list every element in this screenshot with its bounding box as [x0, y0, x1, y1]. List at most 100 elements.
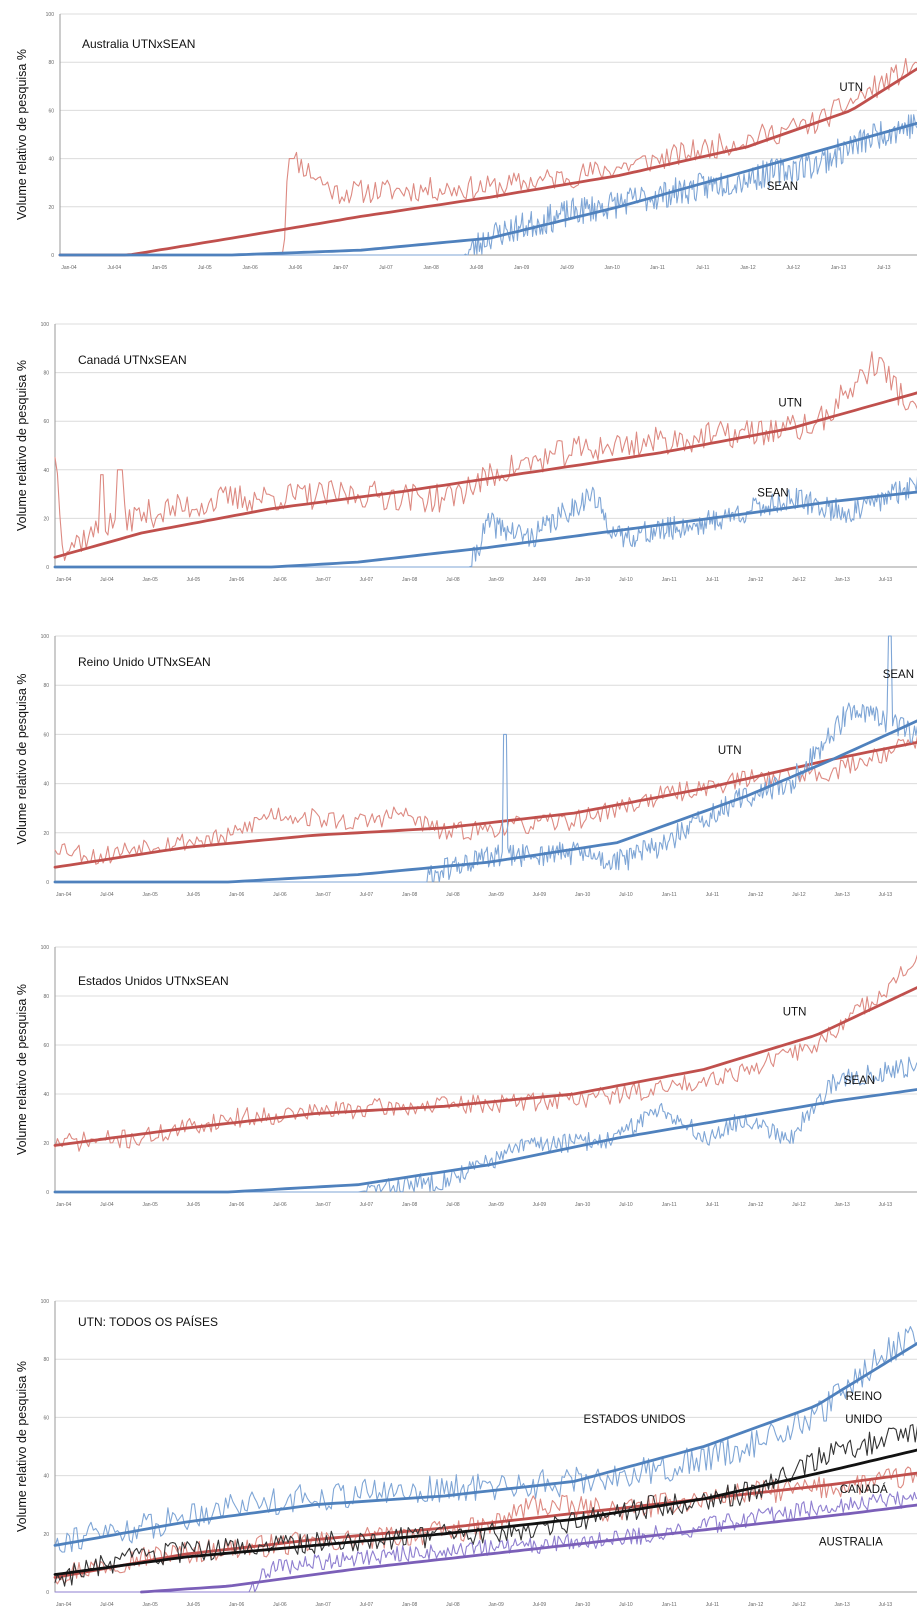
- x-tick-label: Jan-12: [748, 892, 764, 898]
- series-line-utn-trend: [53, 391, 917, 559]
- y-tick-label: 80: [43, 371, 49, 377]
- x-tick-label: Jul-13: [879, 1202, 893, 1208]
- x-tick-label: Jul-06: [273, 1602, 287, 1608]
- x-tick-label: Jul-11: [706, 892, 719, 898]
- x-tick-label: Jul-05: [198, 265, 212, 271]
- x-tick-label: Jan-11: [662, 1602, 677, 1608]
- y-axis-label: Volume relativo de pesquisa %: [15, 360, 29, 531]
- chart-panel-canada: 0 20 40 60 80 100 Jan-04 Jul-04 Jan-05 Jul-05 Jan-…: [0, 312, 917, 602]
- x-tick-label: Jul-13: [877, 265, 891, 271]
- y-tick-label: 20: [43, 1141, 49, 1147]
- y-tick-label: 80: [43, 1357, 49, 1363]
- x-tick-label: Jan-06: [229, 1602, 245, 1608]
- x-tick-label: Jan-05: [143, 892, 159, 898]
- y-tick-label: 20: [48, 205, 54, 211]
- x-tick-label: Jan-12: [748, 1202, 764, 1208]
- x-tick-label: Jan-04: [56, 577, 72, 583]
- y-tick-label: 0: [46, 1590, 49, 1596]
- y-tick-label: 0: [46, 565, 49, 571]
- y-tick-label: 80: [43, 994, 49, 1000]
- x-tick-label: Jan-08: [424, 265, 440, 271]
- x-tick-label: Jan-12: [748, 577, 764, 583]
- series-line-sean-trend: [58, 121, 917, 257]
- x-tick-label: Jan-06: [229, 1202, 245, 1208]
- x-tick-label: Jul-04: [108, 265, 122, 271]
- x-tick-label: Jan-12: [740, 265, 756, 271]
- x-tick-label: Jan-07: [333, 265, 349, 271]
- x-tick-label: Jan-11: [650, 265, 665, 271]
- chart-panel-australia: 0 20 40 60 80 100 Jan-04 Jul-04 Jan-05 Jul-05 Jan-…: [0, 0, 917, 290]
- series-annotation: UTN: [839, 82, 863, 94]
- x-tick-label: Jul-05: [187, 1202, 201, 1208]
- y-tick-label: 0: [46, 880, 49, 886]
- x-tick-label: Jul-13: [879, 1602, 893, 1608]
- series-annotation: SEAN: [767, 181, 798, 193]
- series-line-utn-trend: [53, 986, 917, 1147]
- x-tick-label: Jan-12: [748, 1602, 764, 1608]
- y-tick-label: 60: [48, 108, 54, 114]
- x-tick-label: Jan-04: [61, 265, 77, 271]
- x-tick-label: Jul-05: [187, 1602, 201, 1608]
- series-annotation: SEAN: [844, 1075, 875, 1087]
- x-tick-label: Jan-04: [56, 1202, 72, 1208]
- x-tick-label: Jan-10: [605, 265, 621, 271]
- x-tick-label: Jul-09: [533, 1202, 547, 1208]
- x-tick-label: Jul-11: [706, 1602, 719, 1608]
- series-line-utn: [54, 351, 917, 561]
- x-tick-label: Jan-10: [575, 1602, 591, 1608]
- y-tick-label: 20: [43, 831, 49, 837]
- y-tick-label: 40: [43, 468, 49, 474]
- chart-panel-reino-unido: 0 20 40 60 80 100 Jan-04 Jul-04 Jan-05 Jul-05 Jan-…: [0, 624, 917, 914]
- chart-svg: 0 20 40 60 80 100 Jan-04 Jul-04 Jan-05 Jul-05 Jan-…: [15, 12, 917, 271]
- x-tick-label: Jul-12: [792, 892, 806, 898]
- chart-svg: 0 20 40 60 80 100 Jan-04 Jul-04 Jan-05 Jul-05 Jan-…: [15, 634, 917, 898]
- y-tick-label: 60: [43, 419, 49, 425]
- x-tick-label: Jan-13: [831, 265, 847, 271]
- y-tick-label: 100: [41, 634, 50, 640]
- y-tick-label: 40: [43, 1474, 49, 1480]
- series-annotation: CANADÁ: [840, 1483, 888, 1496]
- x-tick-label: Jul-10: [619, 1202, 633, 1208]
- x-tick-label: Jul-06: [273, 577, 287, 583]
- y-axis-label: Volume relativo de pesquisa %: [15, 984, 29, 1155]
- y-tick-label: 80: [48, 60, 54, 66]
- x-tick-label: Jan-13: [835, 892, 851, 898]
- x-tick-label: Jul-10: [619, 1602, 633, 1608]
- series-annotation: SEAN: [883, 669, 914, 681]
- chart-title: Estados Unidos UTNxSEAN: [78, 974, 229, 988]
- series-line-utn-trend: [58, 67, 917, 257]
- x-tick-label: Jul-07: [360, 892, 374, 898]
- x-tick-label: Jul-06: [273, 1202, 287, 1208]
- x-tick-label: Jan-05: [143, 1202, 159, 1208]
- x-tick-label: Jan-10: [575, 577, 591, 583]
- x-tick-label: Jul-09: [533, 1602, 547, 1608]
- x-tick-label: Jan-07: [316, 892, 332, 898]
- chart-panel-estados-unidos: 0 20 40 60 80 100 Jan-04 Jul-04 Jan-05 Jul-05 Jan-…: [0, 935, 917, 1225]
- y-tick-label: 40: [43, 1092, 49, 1098]
- x-tick-label: Jan-08: [402, 577, 418, 583]
- x-tick-label: Jan-05: [143, 1602, 159, 1608]
- y-tick-label: 60: [43, 1415, 49, 1421]
- series-annotation: UTN: [718, 745, 742, 757]
- series-line-reino-unido: [54, 1424, 917, 1587]
- x-tick-label: Jul-04: [100, 1202, 114, 1208]
- x-tick-label: Jan-07: [316, 1202, 332, 1208]
- x-tick-label: Jan-04: [56, 1602, 72, 1608]
- series-line-utn: [54, 954, 917, 1152]
- series-line-utn: [59, 57, 917, 256]
- y-tick-label: 60: [43, 732, 49, 738]
- x-tick-label: Jan-11: [662, 577, 677, 583]
- series-line-sean-trend: [53, 719, 917, 884]
- series-annotation: SEAN: [757, 488, 788, 500]
- x-tick-label: Jul-13: [879, 577, 893, 583]
- x-tick-label: Jan-04: [56, 892, 72, 898]
- x-tick-label: Jan-07: [316, 577, 332, 583]
- y-tick-label: 40: [48, 157, 54, 163]
- series-line-australia-trend: [140, 1503, 917, 1594]
- x-tick-label: Jul-13: [879, 892, 893, 898]
- x-tick-label: Jan-09: [489, 1602, 505, 1608]
- y-tick-label: 20: [43, 1532, 49, 1538]
- x-tick-label: Jul-09: [560, 265, 574, 271]
- x-tick-label: Jan-08: [402, 1602, 418, 1608]
